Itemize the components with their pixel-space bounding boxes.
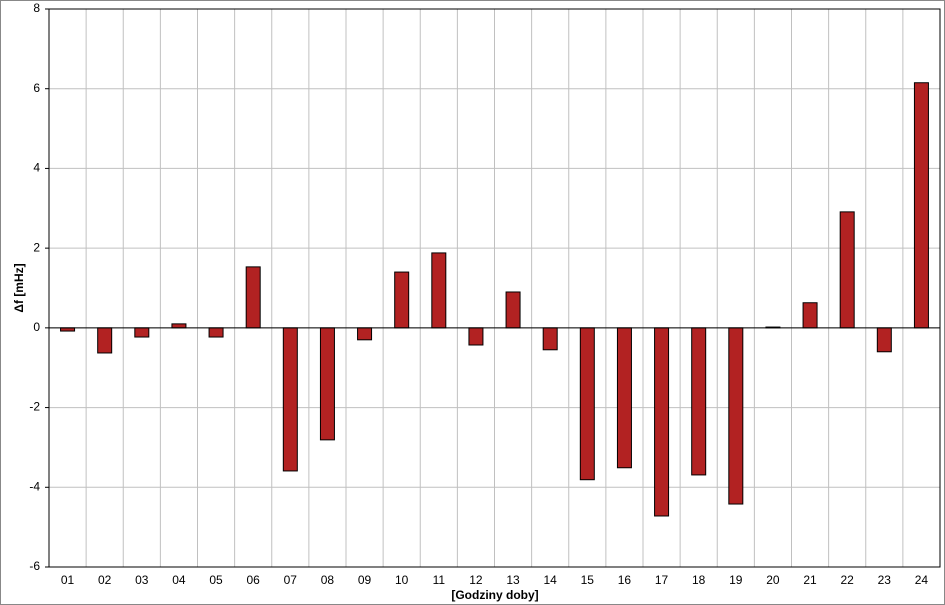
y-tick-label: 6 [33,81,40,95]
plot-border [48,8,941,568]
x-tick-label: 11 [433,573,446,587]
bar [319,327,335,441]
bar [728,327,744,505]
x-tick-label: 02 [98,573,112,587]
bar [357,327,373,341]
x-tick-label: 10 [395,573,409,587]
bar [245,266,261,329]
x-tick-label: 18 [692,573,706,587]
y-tick-label: -4 [29,479,40,493]
x-tick-label: 08 [321,573,335,587]
y-tick-label: 8 [33,1,40,15]
y-tick-label: 4 [33,161,40,175]
x-tick-label: 16 [618,573,632,587]
x-tick-label: 09 [358,573,372,587]
bar [654,327,670,517]
bar [134,327,150,338]
x-tick-label: 13 [506,573,520,587]
x-tick-label: 07 [284,573,298,587]
bar [691,327,707,476]
bar [579,327,595,481]
bar [913,82,929,329]
x-tick-label: 06 [247,573,261,587]
x-tick-label: 15 [581,573,595,587]
bar [394,271,410,329]
y-tick-label: 2 [33,240,40,254]
x-tick-label: 03 [135,573,149,587]
bar [282,327,298,472]
y-tick-label: -2 [29,400,40,414]
x-tick-label: 17 [655,573,669,587]
bar [505,291,521,329]
bar [839,211,855,329]
y-tick-label: -6 [29,559,40,573]
bar [876,327,892,353]
x-tick-label: 21 [803,573,817,587]
x-tick-label: 04 [172,573,186,587]
bar [616,327,632,469]
x-tick-label: 01 [61,573,75,587]
x-tick-label: 05 [209,573,223,587]
x-tick-label: 22 [841,573,855,587]
bar [97,327,113,354]
y-axis-label: Δf [mHz] [12,263,26,312]
x-tick-label: 24 [915,573,929,587]
x-tick-label: 12 [469,573,483,587]
bar [802,302,818,329]
bar [542,327,558,351]
bar [171,323,187,329]
x-tick-label: 20 [766,573,780,587]
y-tick-label: 0 [33,320,40,334]
bar [208,327,224,338]
x-axis-label: [Godziny doby] [451,588,538,602]
bar [468,327,484,346]
x-tick-label: 23 [878,573,892,587]
bar [431,252,447,329]
x-tick-label: 14 [544,573,558,587]
x-tick-label: 19 [729,573,743,587]
